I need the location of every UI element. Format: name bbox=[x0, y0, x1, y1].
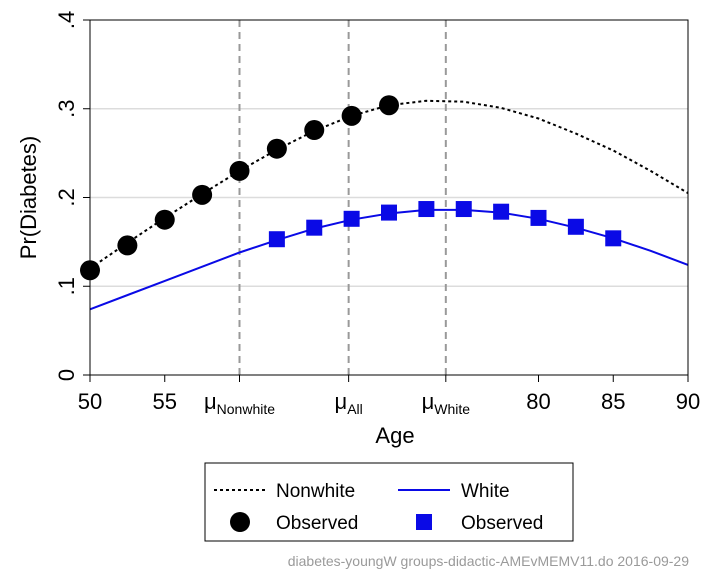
legend-label-white: White bbox=[461, 481, 510, 502]
legend-label-observed-nonwhite: Observed bbox=[276, 513, 358, 534]
observed-point-nonwhite bbox=[266, 138, 287, 159]
observed-point-white bbox=[343, 210, 360, 227]
x-tick-label: 85 bbox=[601, 389, 625, 414]
legend-box bbox=[204, 462, 574, 542]
y-tick-label: .2 bbox=[54, 188, 79, 206]
x-tick-label-mu: μNonwhite bbox=[204, 389, 275, 417]
observed-point-white bbox=[567, 218, 584, 235]
observed-point-nonwhite bbox=[379, 95, 399, 116]
observed-point-white bbox=[605, 230, 622, 247]
legend-label-nonwhite: Nonwhite bbox=[276, 481, 355, 502]
observed-point-nonwhite bbox=[304, 120, 325, 141]
observed-point-nonwhite bbox=[154, 209, 175, 230]
x-tick-label-mu: μAll bbox=[335, 389, 363, 417]
observed-point-white bbox=[493, 203, 510, 220]
legend-key-observed-square bbox=[416, 514, 432, 530]
series-layer bbox=[80, 95, 689, 311]
observed-point-nonwhite bbox=[229, 160, 250, 181]
observed-point-white bbox=[268, 231, 285, 248]
legend: Nonwhite White Observed Observed bbox=[204, 462, 574, 542]
y-tick-label: .3 bbox=[54, 100, 79, 118]
legend-key-observed-circle bbox=[230, 512, 250, 532]
observed-point-nonwhite bbox=[117, 235, 138, 256]
x-tick-label: 50 bbox=[78, 389, 102, 414]
axis-ticks: 50 55 80 85 90 μNonwhite μAll μWhite 0 .1 .2 .3 .4 bbox=[54, 11, 700, 417]
observed-point-nonwhite bbox=[341, 105, 362, 126]
observed-point-white bbox=[530, 209, 547, 226]
y-axis-title: Pr(Diabetes) bbox=[16, 136, 41, 259]
y-tick-label: .1 bbox=[54, 277, 79, 295]
series-line-white bbox=[89, 208, 689, 311]
x-axis-title: Age bbox=[375, 423, 414, 448]
observed-point-white bbox=[306, 219, 323, 236]
observed-point-white bbox=[381, 204, 397, 221]
x-tick-label: 80 bbox=[526, 389, 550, 414]
y-tick-label: .4 bbox=[54, 11, 79, 29]
observed-point-white bbox=[418, 201, 435, 218]
legend-label-observed-white: Observed bbox=[461, 513, 543, 534]
x-tick-label-mu: μWhite bbox=[422, 389, 471, 417]
footer-note: diabetes-youngW groups-didactic-AMEvMEMV… bbox=[287, 553, 689, 569]
x-tick-label: 90 bbox=[676, 389, 700, 414]
observed-point-nonwhite bbox=[192, 184, 213, 205]
observed-point-white bbox=[455, 201, 472, 218]
y-tick-label: 0 bbox=[54, 369, 79, 381]
series-line-nonwhite bbox=[89, 99, 689, 270]
grid-lines bbox=[90, 108, 688, 287]
x-tick-label: 55 bbox=[153, 389, 177, 414]
